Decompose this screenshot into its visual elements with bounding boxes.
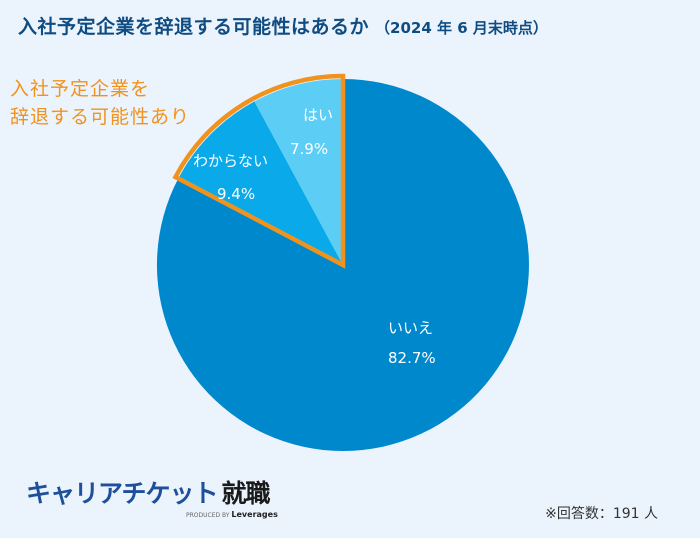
callout-line-1: 入社予定企業を [10,78,151,100]
produced-by-text: PRODUCED BY [186,512,230,519]
logo-produced-by: PRODUCED BY Leverages [186,510,386,519]
company-name: Leverages [231,510,278,519]
highlight-outline [172,73,346,269]
slice-unknown-value: 9.4% [217,185,255,203]
chart-title-date: （2024 年 6 月末時点） [375,19,548,37]
slice-no-label: いいえ [388,319,433,337]
logo-wordmark: キャリアチケット 就職 [26,474,271,510]
slice-yes-value: 7.9% [290,140,328,158]
slice-yes-label: はい [303,106,333,124]
highlight-callout: 入社予定企業を 辞退する可能性あり [10,75,190,131]
chart-title-main: 入社予定企業を辞退する可能性はあるか [18,16,370,38]
brand-logo: キャリアチケット 就職 PRODUCED BY Leverages [26,474,278,519]
slice-yes [254,78,343,266]
slice-unknown [178,101,343,266]
slice-no-value: 82.7% [388,349,436,367]
slice-unknown-label: わからない [193,152,268,170]
logo-kanji: 就職 [221,479,271,508]
respondents-note: ※回答数：191 人 [545,506,658,522]
callout-line-2: 辞退する可能性あり [10,106,191,128]
chart-title: 入社予定企業を辞退する可能性はあるか （2024 年 6 月末時点） [18,12,548,39]
logo-text: キャリアチケット [26,479,219,508]
